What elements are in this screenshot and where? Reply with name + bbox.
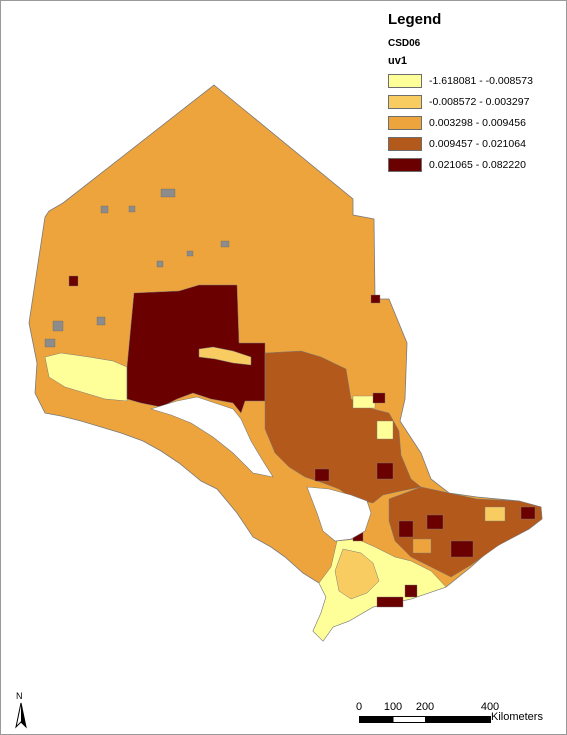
legend-swatch [388, 73, 422, 88]
patch-ne-dark-2 [376, 462, 394, 480]
legend-class-row: 0.009457 - 0.021064 [388, 133, 558, 154]
patch-north-dark-2 [370, 294, 381, 304]
legend-class-label: 0.021065 - 0.082220 [429, 158, 526, 171]
legend-class-row: 0.003298 - 0.009456 [388, 112, 558, 133]
scale-tick-label: 0 [355, 701, 363, 713]
legend-class-row: 0.021065 - 0.082220 [388, 154, 558, 175]
legend-class-list: -1.618081 - -0.008573 -0.008572 - 0.0032… [388, 70, 558, 175]
north-arrow: N [15, 691, 33, 731]
patch-ne-light-2 [376, 420, 394, 440]
scale-tick-label: 400 [480, 701, 500, 713]
georgian-bay [306, 486, 372, 542]
legend-field-name: uv1 [388, 55, 407, 67]
legend-class-label: -0.008572 - 0.003297 [429, 95, 530, 108]
north-arrow-letter: N [16, 691, 23, 701]
scale-tick-label: 200 [415, 701, 435, 713]
patch-ne-dark-3 [314, 468, 330, 482]
legend-class-row: -0.008572 - 0.003297 [388, 91, 558, 112]
patch-south-dark-6 [404, 584, 418, 598]
legend-swatch [388, 136, 422, 151]
patch-north-dark-1 [68, 275, 79, 287]
region-northwest-dark [126, 284, 266, 414]
legend-class-label: -1.618081 - -0.008573 [429, 74, 533, 87]
patch-south-dark-5 [376, 596, 404, 608]
scale-bar-graphic [359, 716, 491, 723]
legend-layer-name: CSD06 [388, 38, 421, 49]
legend-swatch [388, 94, 422, 109]
region-northwest-dark-cutout [198, 346, 252, 366]
patch-south-dark-1 [398, 520, 414, 538]
legend-class-label: 0.009457 - 0.021064 [429, 137, 526, 150]
patch-south-dark-3 [450, 540, 474, 558]
scale-tick-label: 100 [383, 701, 403, 713]
legend-swatch [388, 115, 422, 130]
north-arrow-icon [15, 702, 27, 729]
legend-class-row: -1.618081 - -0.008573 [388, 70, 558, 91]
legend-class-label: 0.003298 - 0.009456 [429, 116, 526, 129]
region-southwest-mid [334, 548, 380, 600]
patch-ne-light-1 [352, 395, 376, 409]
patch-south-dark-4 [520, 506, 536, 520]
region-northwest-light [44, 352, 128, 402]
patch-south-dark-2 [426, 514, 444, 530]
patch-ne-dark-1 [372, 392, 386, 404]
patch-south-mid-2 [484, 506, 506, 522]
legend: Legend CSD06 uv1 -1.618081 - -0.008573 -… [388, 7, 558, 175]
scale-bar: 0 100 200 400 Kilometers [353, 701, 563, 731]
enclaves [44, 188, 230, 348]
lake-superior [149, 396, 274, 478]
patch-south-mid-1 [412, 538, 432, 554]
scale-units-label: Kilometers [491, 711, 543, 723]
legend-swatch [388, 157, 422, 172]
legend-title: Legend [388, 11, 442, 28]
